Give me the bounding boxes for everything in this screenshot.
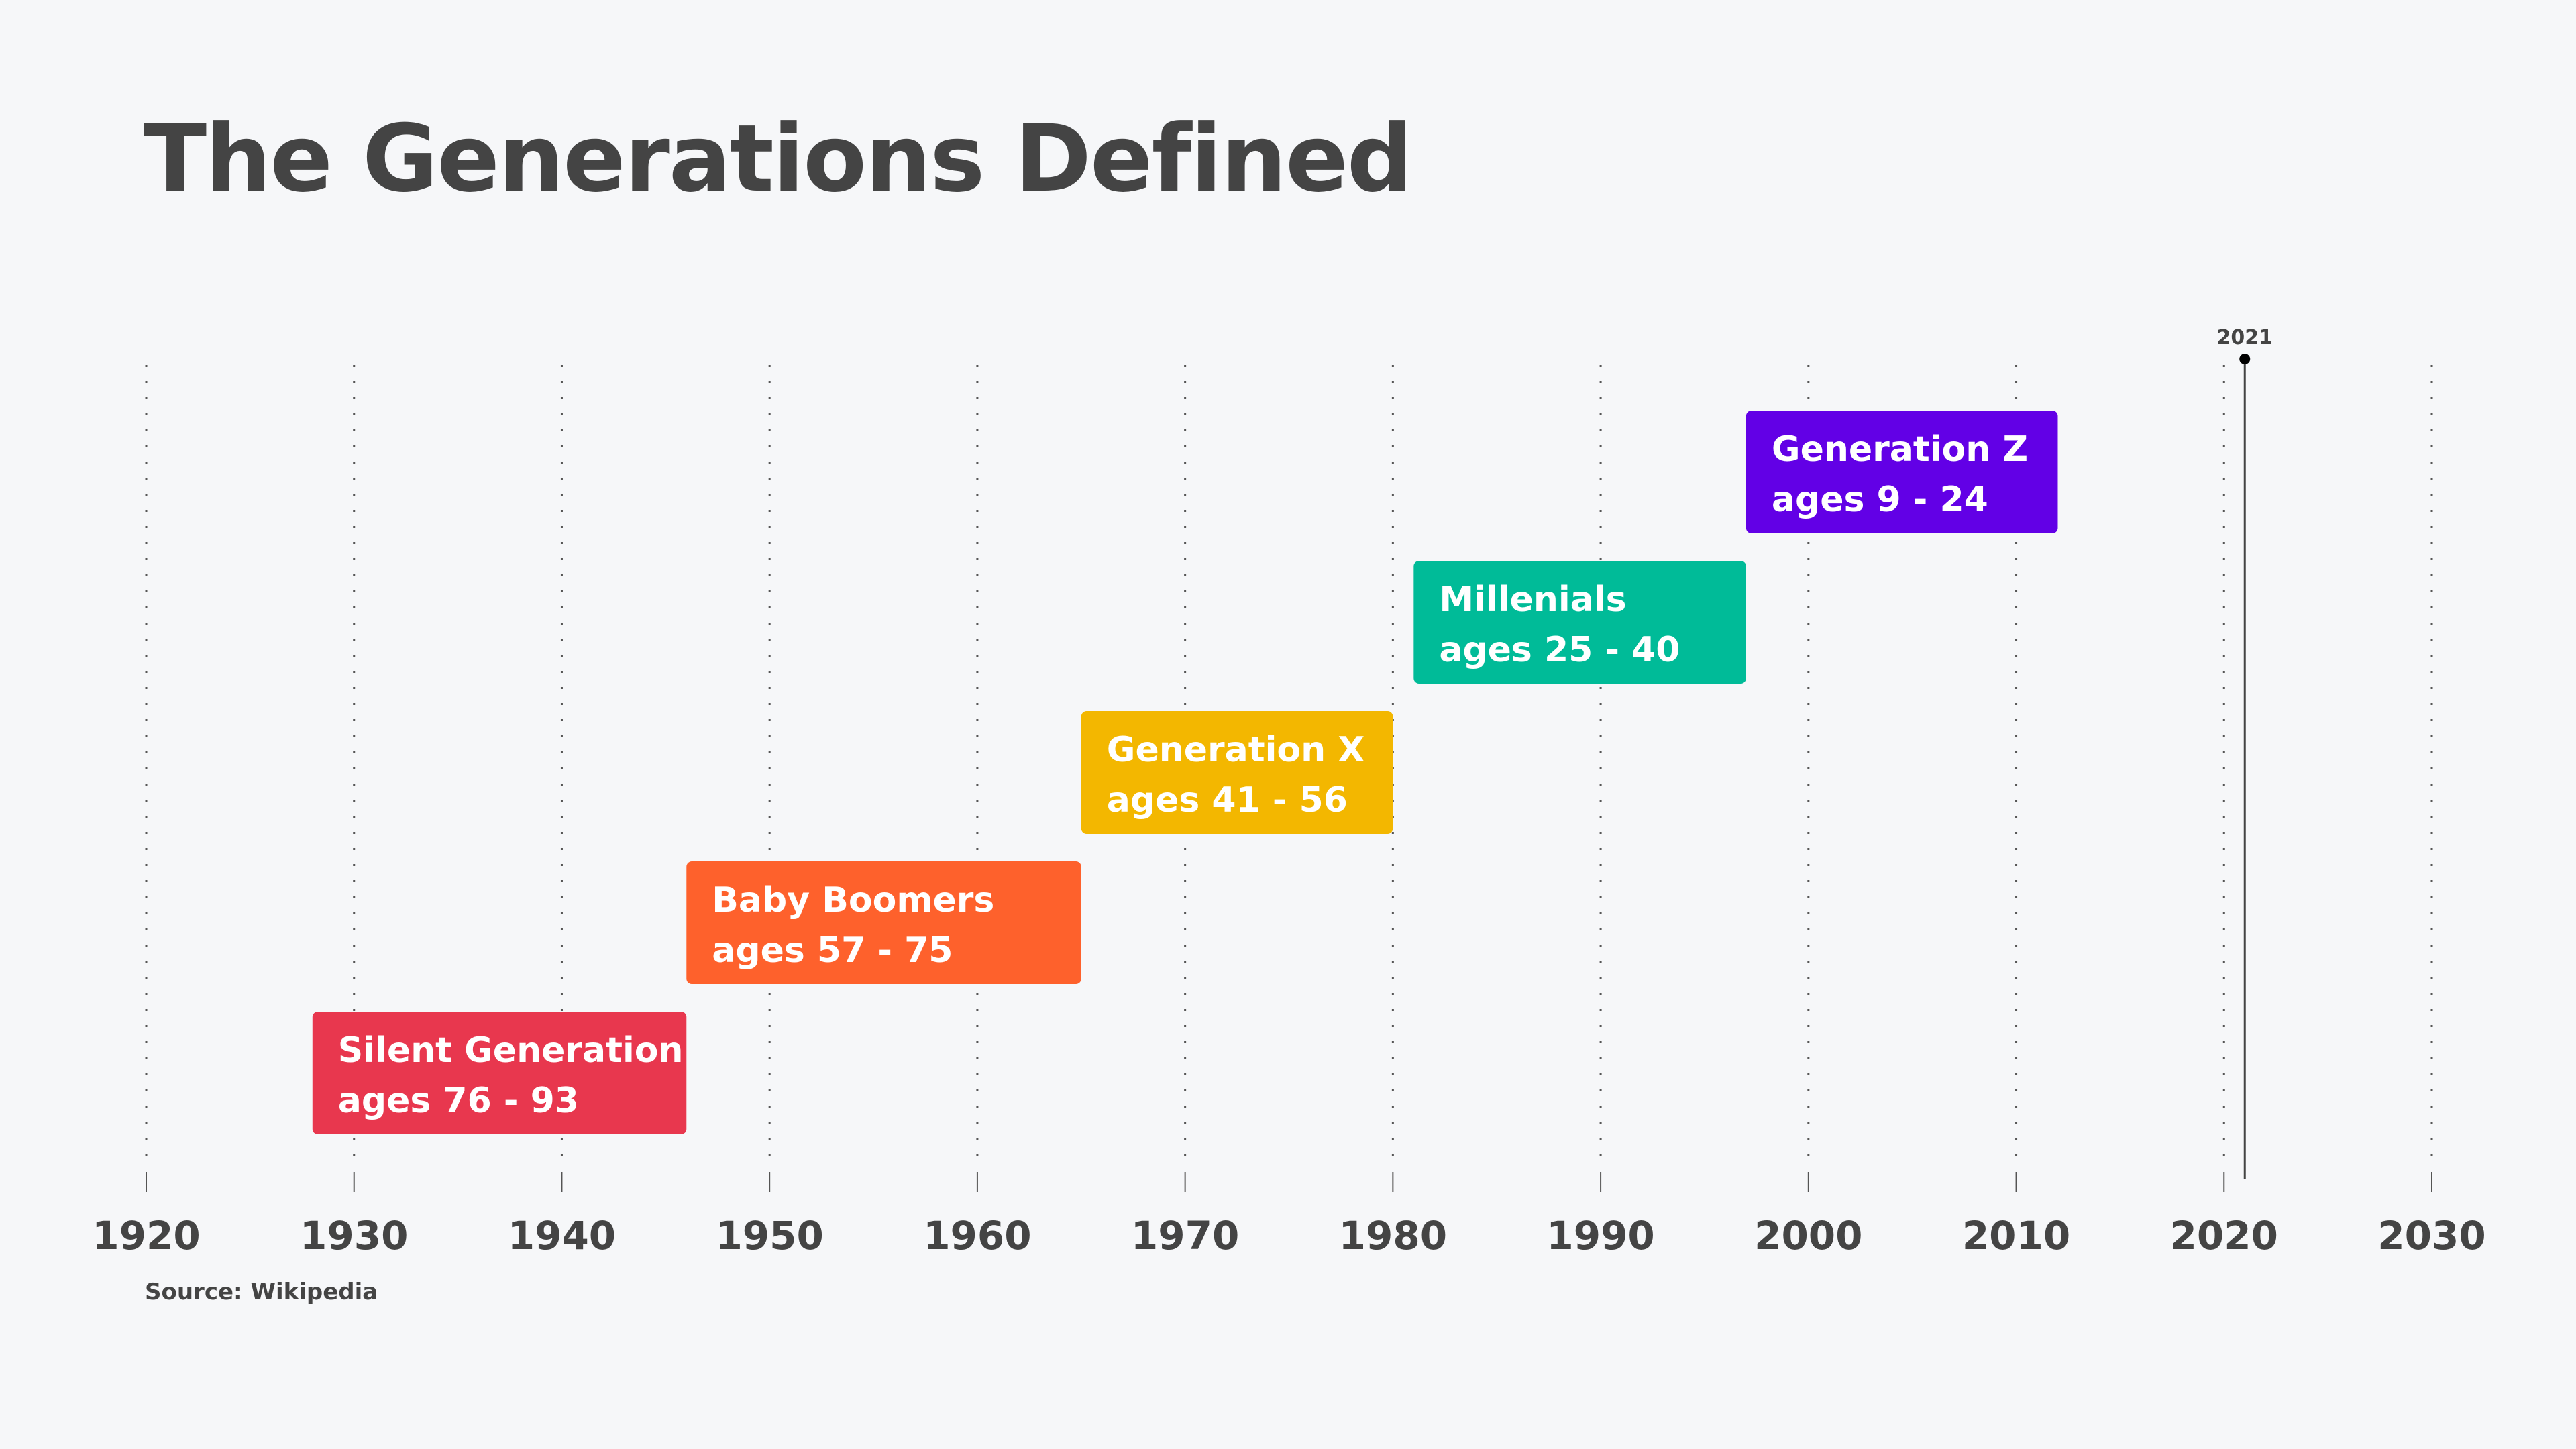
tick-label: 1940 [508,1213,616,1258]
current-year-dot [2239,354,2251,364]
tick-label: 2030 [2377,1213,2485,1258]
generation-name: Generation X [1107,730,1365,770]
generation-ages: ages 76 - 93 [338,1081,579,1121]
generation-name: Generation Z [1772,429,2028,470]
generation-bar-generation-x: Generation X ages 41 - 56 [1081,711,1393,834]
chart-title: The Generations Defined [144,105,1413,213]
generation-bar-generation-z: Generation Z ages 9 - 24 [1746,411,2058,533]
current-year-label: 2021 [2216,326,2273,350]
generation-bar-baby-boomers: Baby Boomers ages 57 - 75 [686,861,1081,984]
tick-label: 1990 [1546,1213,1654,1258]
tick-label: 2010 [1962,1213,2070,1258]
generation-ages: ages 41 - 56 [1107,780,1348,820]
tick-label: 2020 [2170,1213,2278,1258]
tick-label: 1930 [300,1213,408,1258]
generation-name: Baby Boomers [712,880,994,920]
tick-label: 1970 [1131,1213,1239,1258]
generation-bar-millenials: Millenials ages 25 - 40 [1413,561,1746,684]
generation-ages: ages 57 - 75 [712,930,953,971]
generation-bar [686,861,1081,984]
source-note: Source: Wikipedia [145,1279,378,1305]
generation-bar [312,1012,687,1134]
generation-bar [1746,411,2058,533]
tick-label: 2000 [1754,1213,1862,1258]
generation-name: Silent Generation [338,1030,684,1071]
tick-label: 1980 [1339,1213,1447,1258]
generation-ages: ages 25 - 40 [1439,630,1680,670]
tick-label: 1920 [92,1213,200,1258]
generation-ages: ages 9 - 24 [1772,480,1988,520]
generation-bar [1413,561,1746,684]
generation-bar [1081,711,1393,834]
generation-bar-silent-generation: Silent Generation ages 76 - 93 [312,1012,687,1134]
tick-label: 1960 [923,1213,1031,1258]
generation-name: Millenials [1439,580,1626,620]
tick-label: 1950 [715,1213,823,1258]
